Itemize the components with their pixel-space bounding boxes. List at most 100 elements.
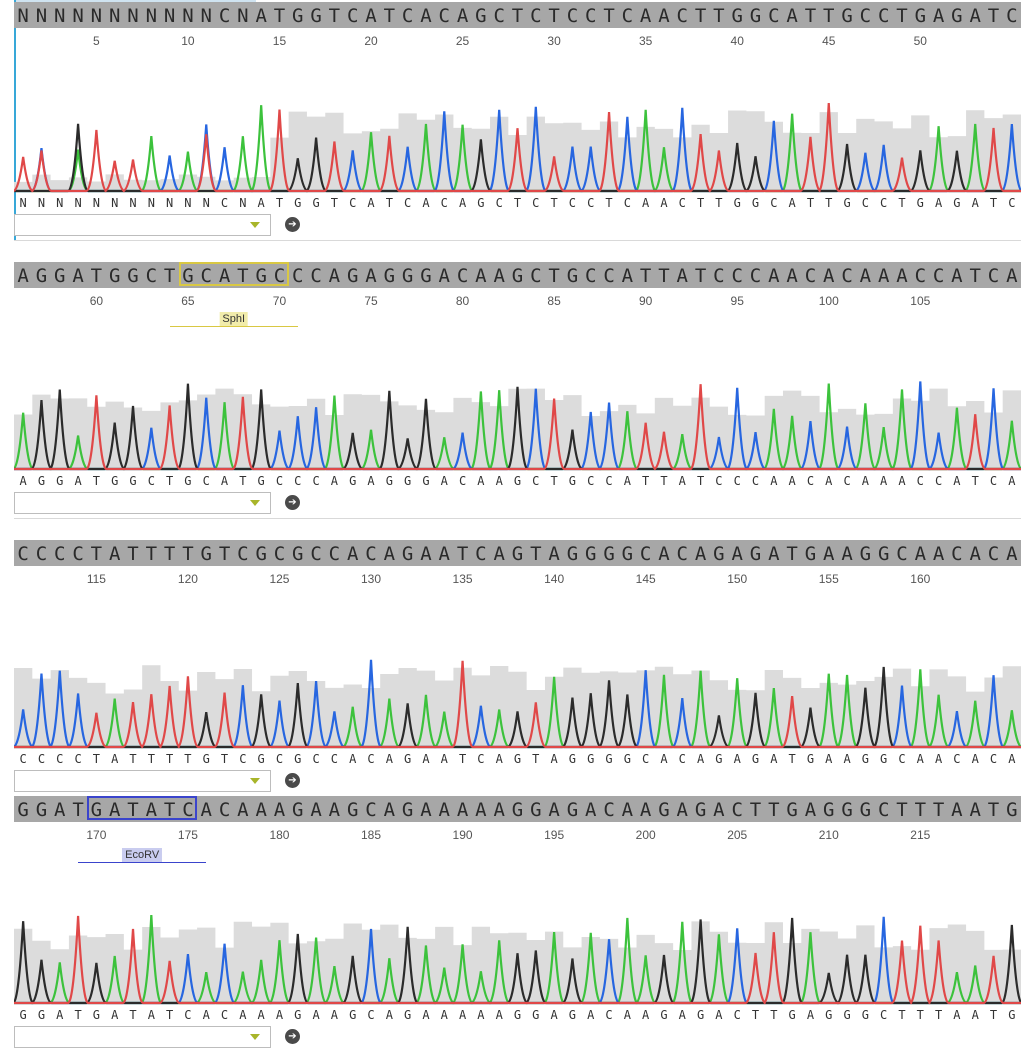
basecall: C	[715, 474, 723, 488]
basecall: G	[953, 196, 961, 210]
sequence-base: G	[346, 799, 359, 821]
sequence-base: A	[54, 799, 66, 821]
sequence-base: T	[896, 5, 908, 27]
sequence-base: C	[200, 265, 212, 287]
basecall: C	[989, 752, 998, 766]
sequence-base: A	[932, 5, 945, 27]
restriction-site-highlight[interactable]	[178, 262, 289, 286]
sequence-base: G	[401, 799, 414, 821]
basecall: C	[202, 474, 210, 488]
basecall: G	[294, 752, 302, 766]
basecall: C	[587, 474, 595, 488]
row-options-select[interactable]	[14, 492, 271, 514]
basecall: T	[934, 1008, 943, 1022]
basecall: G	[715, 752, 723, 766]
basecall: A	[458, 1008, 467, 1022]
basecall: C	[37, 752, 46, 766]
sequence-base: C	[603, 265, 615, 287]
chevron-down-icon	[250, 778, 260, 784]
sequence-base: T	[823, 5, 835, 27]
basecall: G	[861, 752, 869, 766]
basecall: A	[312, 1008, 320, 1022]
sequence-base: A	[914, 543, 927, 565]
sequence-base: A	[804, 799, 817, 821]
sequence-base: C	[896, 543, 908, 565]
chevron-down-icon	[250, 1034, 260, 1040]
position-tick: 25	[455, 34, 470, 48]
sequence-base: C	[456, 265, 469, 287]
active-row-indicator	[14, 0, 16, 240]
row-options-select[interactable]	[14, 214, 271, 236]
enzyme-label-sphi[interactable]: SphI	[219, 312, 249, 326]
position-tick: 205	[727, 828, 748, 842]
sequence-base: G	[621, 543, 634, 565]
sequence-base: A	[420, 799, 432, 821]
position-tick: 210	[818, 828, 839, 842]
basecall: A	[111, 752, 119, 766]
enzyme-label-ecorv[interactable]: EcoRV	[122, 848, 163, 862]
basecall: A	[495, 474, 503, 488]
sequence-base: C	[621, 5, 634, 27]
sequence-base: T	[456, 543, 469, 565]
basecall: A	[367, 474, 375, 488]
basecall: C	[934, 474, 943, 488]
sequence-base: G	[511, 799, 524, 821]
arrow-right-circle-icon[interactable]: ➔	[285, 495, 300, 510]
sequence-base: C	[273, 543, 286, 565]
basecall: A	[257, 1008, 265, 1022]
position-tick: 15	[272, 34, 287, 48]
basecall: T	[166, 1008, 174, 1022]
position-tick: 120	[177, 572, 198, 586]
sequence-base: A	[493, 265, 505, 287]
arrow-right-circle-icon[interactable]: ➔	[285, 1029, 300, 1044]
sequence-base: C	[877, 5, 890, 27]
trace-svg	[14, 102, 1021, 193]
arrow-right-circle-icon[interactable]: ➔	[285, 773, 300, 788]
sequence-base: A	[17, 265, 29, 287]
basecall: A	[733, 752, 741, 766]
basecall: G	[916, 196, 924, 210]
basecall: A	[971, 196, 979, 210]
basecall: A	[843, 752, 851, 766]
sequence-base: T	[90, 543, 103, 565]
basecall: C	[568, 196, 577, 210]
sequence-base: A	[438, 799, 450, 821]
sequence-base: A	[731, 543, 743, 565]
basecall: T	[989, 1008, 998, 1022]
sequence-base: G	[786, 799, 798, 821]
sequence-base: G	[914, 5, 927, 27]
basecall: G	[696, 1008, 705, 1022]
basecall: G	[733, 196, 741, 210]
sequence-base: A	[621, 799, 634, 821]
basecall: G	[349, 474, 357, 488]
basecall: C	[733, 1008, 741, 1022]
sequence-base: C	[639, 543, 652, 565]
row-options-select[interactable]	[14, 770, 271, 792]
basecall: T	[605, 196, 613, 210]
position-tick: 145	[635, 572, 656, 586]
basecall: C	[843, 474, 851, 488]
basecall: G	[404, 752, 412, 766]
sequence-base: C	[585, 5, 597, 27]
arrow-right-circle-icon[interactable]: ➔	[285, 217, 300, 232]
sequence-base: T	[969, 265, 981, 287]
basecall: A	[642, 1008, 650, 1022]
sequence-base: N	[35, 5, 48, 27]
sequence-base: T	[237, 265, 249, 287]
basecall: C	[678, 752, 686, 766]
trace-chromatogram	[14, 374, 1021, 472]
basecall: A	[330, 1008, 339, 1022]
basecall: G	[404, 1008, 412, 1022]
sequence-base: G	[255, 543, 267, 565]
restriction-site-highlight[interactable]	[87, 796, 198, 820]
sequence-base: A	[823, 265, 835, 287]
basecall: A	[971, 1008, 979, 1022]
enzyme-marker-line	[169, 326, 298, 327]
sequence-base: A	[932, 543, 945, 565]
sequence-base: T	[694, 5, 707, 27]
row-options-select[interactable]	[14, 1026, 271, 1048]
sequence-base: A	[658, 543, 670, 565]
sequence-base: C	[273, 265, 286, 287]
